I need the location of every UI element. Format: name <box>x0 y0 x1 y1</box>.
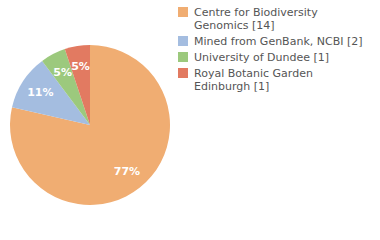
svg-text:11%: 11% <box>27 86 53 99</box>
html-text:Royal Botanic Garden Edinburgh: Royal Botanic Garden Edinburgh [1] <box>194 67 313 93</box>
svg-text:5%: 5% <box>53 66 72 79</box>
html-text:Centre for Biodiversity Genomi: Centre for Biodiversity Genomics [14] <box>194 6 318 32</box>
html-text:University of Dundee [1]: University of Dundee [1] <box>194 51 330 64</box>
svg-text:5%: 5% <box>71 60 90 73</box>
svg-text:77%: 77% <box>114 165 140 178</box>
html-text:Mined from GenBank, NCBI [2]: Mined from GenBank, NCBI [2] <box>194 35 363 48</box>
